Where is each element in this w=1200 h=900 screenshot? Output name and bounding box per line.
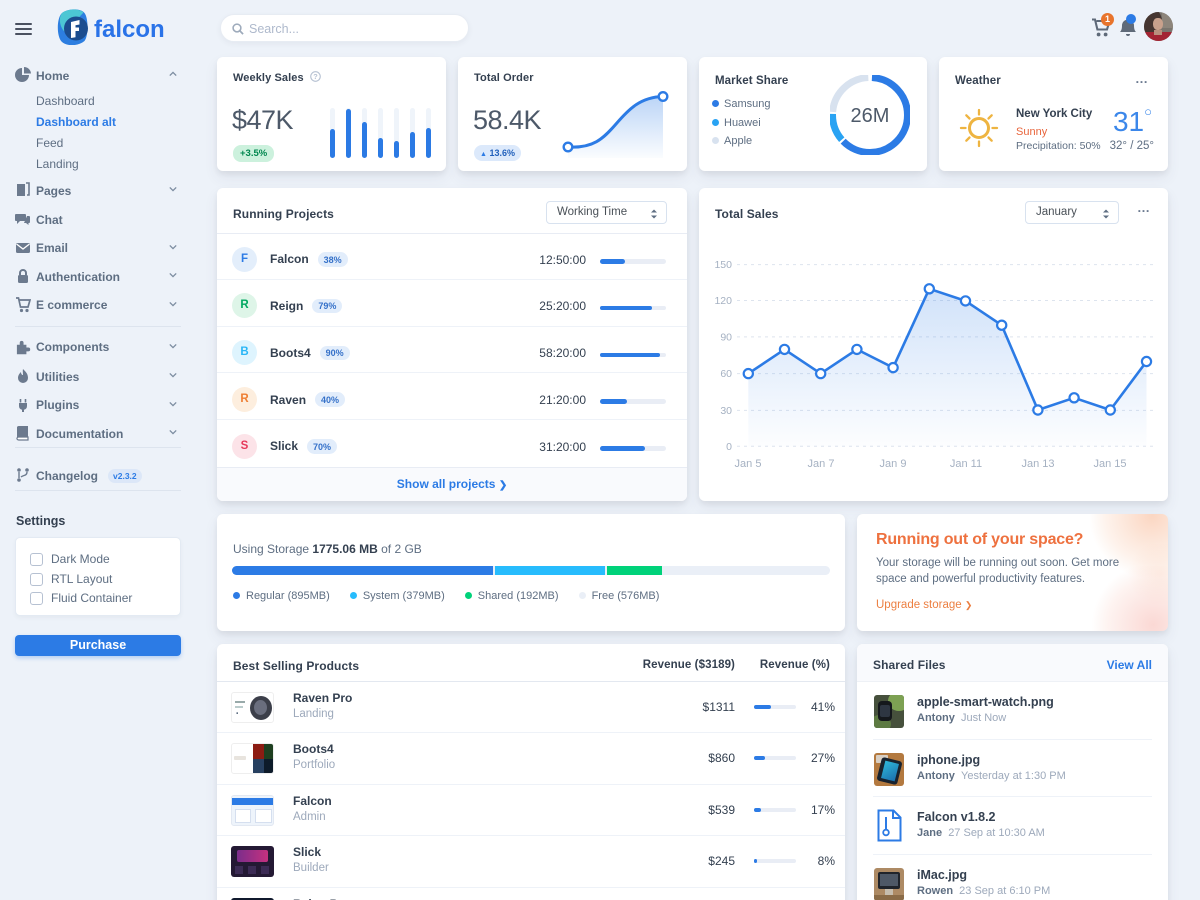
svg-text:?: ? bbox=[313, 72, 318, 81]
svg-text:Jan 13: Jan 13 bbox=[1021, 458, 1054, 470]
svg-text:90: 90 bbox=[720, 331, 732, 343]
svg-text:0: 0 bbox=[726, 441, 732, 453]
svg-text:60: 60 bbox=[720, 368, 732, 380]
svg-text:Jan 11: Jan 11 bbox=[950, 458, 982, 470]
svg-text:150: 150 bbox=[714, 259, 732, 271]
svg-text:30: 30 bbox=[720, 405, 732, 417]
svg-text:Jan 15: Jan 15 bbox=[1093, 458, 1126, 470]
svg-text:26M: 26M bbox=[851, 105, 890, 127]
svg-text:Jan 9: Jan 9 bbox=[880, 458, 907, 470]
svg-text:Jan 7: Jan 7 bbox=[808, 458, 835, 470]
svg-text:Jan 5: Jan 5 bbox=[735, 458, 762, 470]
svg-text:120: 120 bbox=[714, 295, 732, 307]
